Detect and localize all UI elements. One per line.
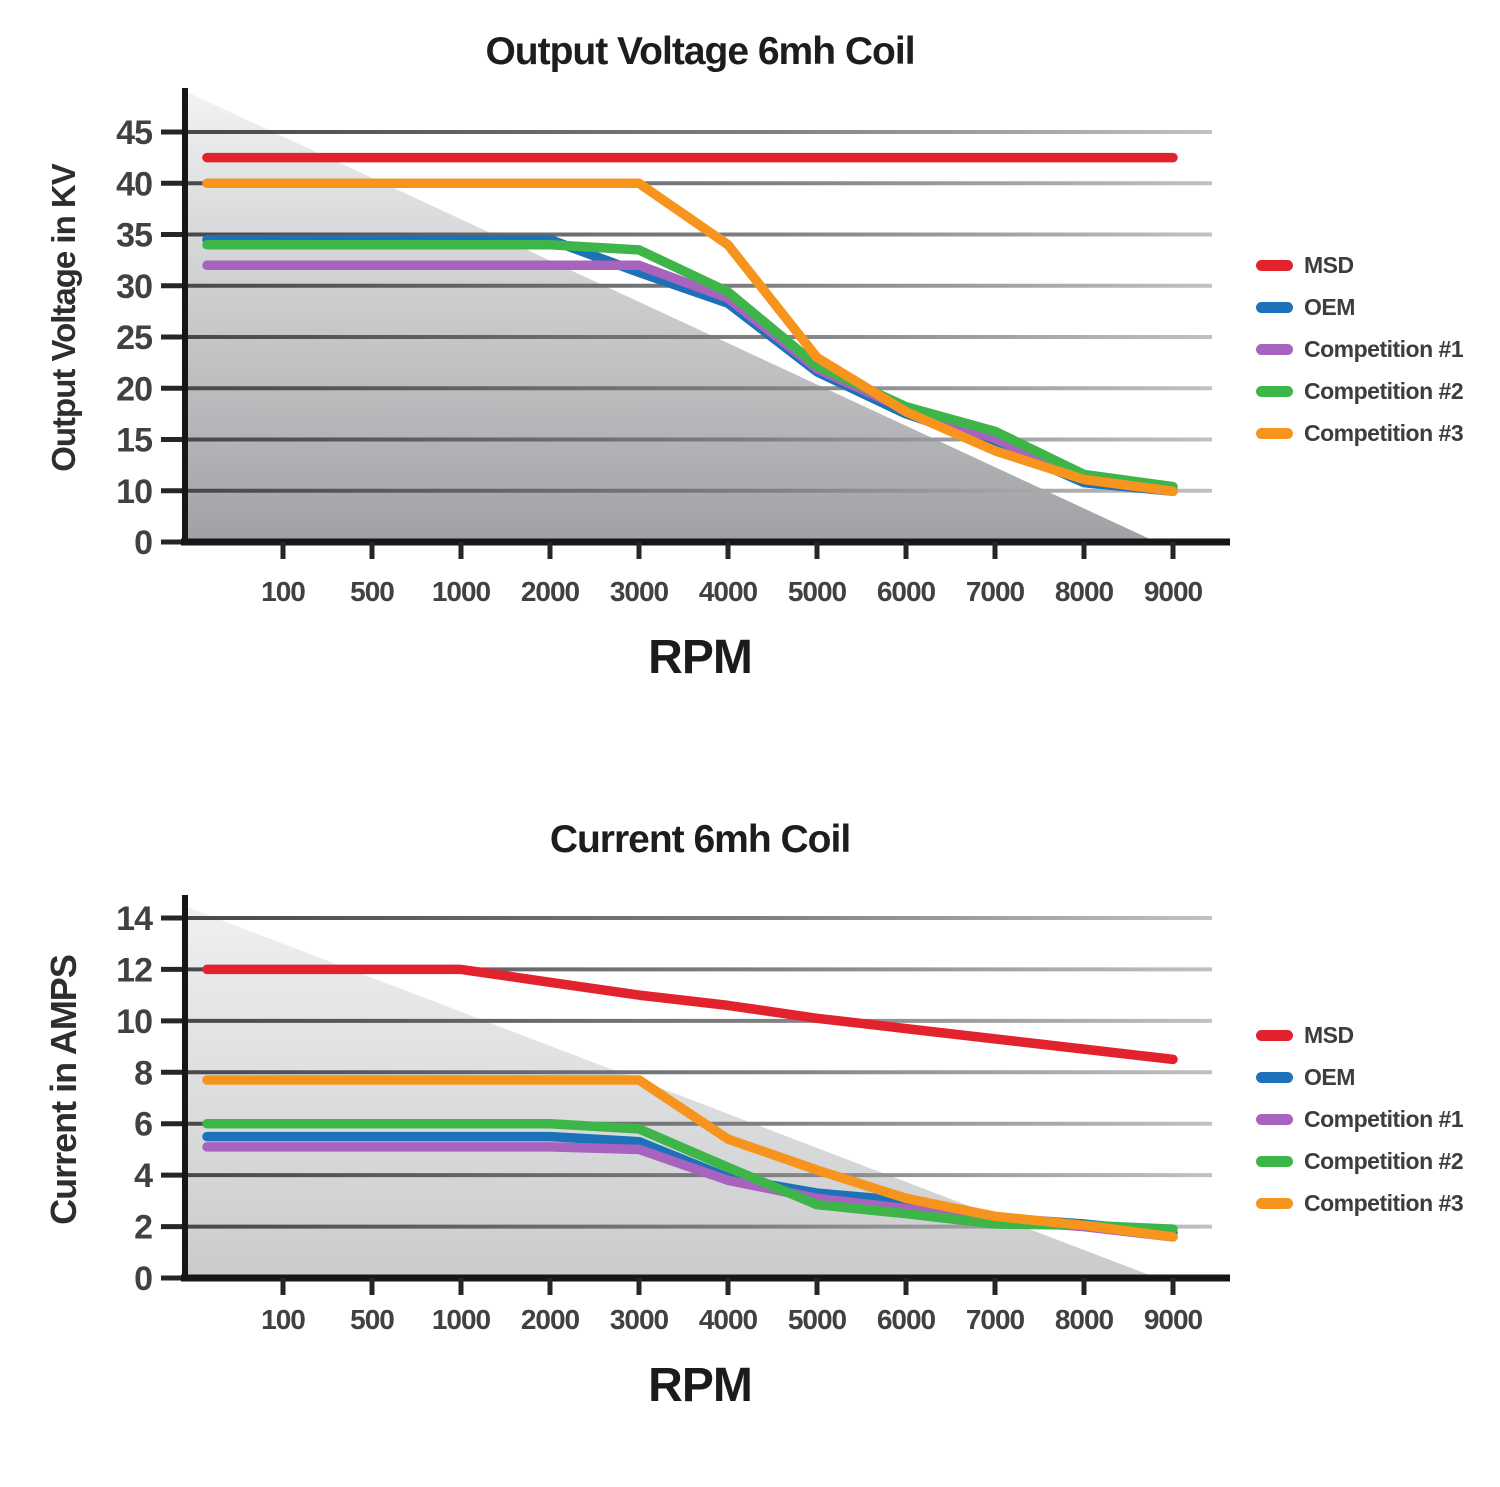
series-line-competition-1 (202, 260, 1178, 495)
x-tick-label: 4000 (699, 576, 758, 607)
x-tick-label: 8000 (1055, 576, 1114, 607)
x-tick-label: 9000 (1144, 576, 1203, 607)
x-tick-label: 500 (350, 576, 394, 607)
legend-label: MSD (1304, 251, 1354, 278)
x-tick-label: 5000 (788, 576, 847, 607)
legend-swatch-competition-1 (1256, 343, 1293, 355)
x-tick-label: 2000 (521, 576, 580, 607)
legend-label: Competition #2 (1304, 1147, 1464, 1174)
y-tick-label: 10 (116, 473, 152, 511)
y-tick-label: 12 (116, 951, 152, 989)
y-tick-label: 25 (116, 319, 152, 357)
y-tick-label: 40 (116, 165, 152, 203)
x-tick-label: 2000 (521, 1304, 580, 1335)
x-tick-label: 7000 (966, 1304, 1025, 1335)
y-tick-label: 14 (116, 900, 153, 938)
legend-swatch-competition-3 (1256, 1197, 1293, 1209)
x-tick-label: 8000 (1055, 1304, 1114, 1335)
legend-swatch-competition-1 (1256, 1113, 1293, 1125)
legend-item-competition-3: Competition #3 (1256, 412, 1464, 454)
legend-swatch-competition-2 (1256, 1155, 1293, 1167)
legend-label: MSD (1304, 1021, 1354, 1048)
legend-label: Competition #3 (1304, 419, 1464, 446)
y-tick-label: 8 (134, 1054, 152, 1092)
chart1-legend: MSD OEM Competition #1 Competition #2 Compet… (1256, 244, 1464, 454)
x-tick-label: 6000 (877, 1304, 936, 1335)
legend-swatch-msd (1256, 259, 1293, 271)
chart2-x-axis-title: RPM (648, 1359, 753, 1412)
background-shading (187, 907, 1152, 1276)
legend-item-msd: MSD (1256, 1014, 1463, 1056)
chart2-title: Current 6mh Coil (549, 818, 851, 861)
legend-item-oem: OEM (1256, 286, 1463, 328)
x-tick-label: 5000 (788, 1304, 847, 1335)
x-tick-label: 9000 (1144, 1304, 1203, 1335)
legend-item-competition-2: Competition #2 (1256, 370, 1464, 412)
legend-item-msd: MSD (1256, 244, 1463, 286)
legend-label: Competition #1 (1304, 335, 1464, 362)
legend-item-competition-3: Competition #3 (1256, 1182, 1464, 1224)
x-tick-label: 500 (350, 1304, 394, 1335)
y-tick-label: 6 (134, 1106, 152, 1144)
x-tick-label: 1000 (432, 576, 491, 607)
x-tick-label: 7000 (966, 576, 1025, 607)
y-tick-label: 15 (116, 422, 152, 460)
x-tick-label: 6000 (877, 576, 936, 607)
x-tick-label: 100 (261, 1304, 305, 1335)
x-tick-label: 3000 (610, 576, 669, 607)
legend-item-competition-1: Competition #1 (1256, 328, 1464, 370)
x-tick-label: 100 (261, 576, 305, 607)
legend-swatch-competition-3 (1256, 427, 1293, 439)
legend-swatch-competition-2 (1256, 385, 1293, 397)
y-tick-label: 0 (134, 1260, 152, 1298)
chart2-legend: MSD OEM Competition #1 Competition #2 Compet… (1256, 1014, 1464, 1224)
x-tick-label: 1000 (432, 1304, 491, 1335)
y-tick-label: 2 (134, 1209, 152, 1247)
chart1-x-axis-title: RPM (648, 631, 753, 684)
y-tick-label: 10 (116, 1003, 152, 1041)
series-line-competition-3 (202, 1075, 1178, 1242)
series-line-competition-3 (202, 178, 1178, 497)
y-tick-label: 20 (116, 370, 152, 408)
legend-label: Competition #3 (1304, 1189, 1464, 1216)
series-line-msd (202, 964, 1178, 1065)
y-tick-label: 30 (116, 268, 152, 306)
legend-label: OEM (1304, 293, 1355, 320)
legend-swatch-msd (1256, 1029, 1293, 1041)
legend-item-competition-1: Competition #1 (1256, 1098, 1464, 1140)
legend-item-competition-2: Competition #2 (1256, 1140, 1464, 1182)
legend-item-oem: OEM (1256, 1056, 1463, 1098)
legend-label: Competition #1 (1304, 1105, 1464, 1132)
background-shading (187, 92, 1152, 540)
x-tick-label: 3000 (610, 1304, 669, 1335)
series-line-competition-2 (202, 240, 1178, 492)
x-tick-label: 4000 (699, 1304, 758, 1335)
y-tick-label: 0 (134, 524, 152, 562)
series-line-competition-2 (202, 1118, 1178, 1234)
y-tick-label: 45 (116, 114, 152, 152)
legend-swatch-oem (1256, 301, 1293, 313)
chart1-title: Output Voltage 6mh Coil (485, 30, 915, 73)
y-tick-label: 4 (134, 1157, 153, 1195)
legend-label: Competition #2 (1304, 377, 1464, 404)
legend-swatch-oem (1256, 1071, 1293, 1083)
legend-label: OEM (1304, 1063, 1355, 1090)
y-tick-label: 35 (116, 217, 152, 255)
